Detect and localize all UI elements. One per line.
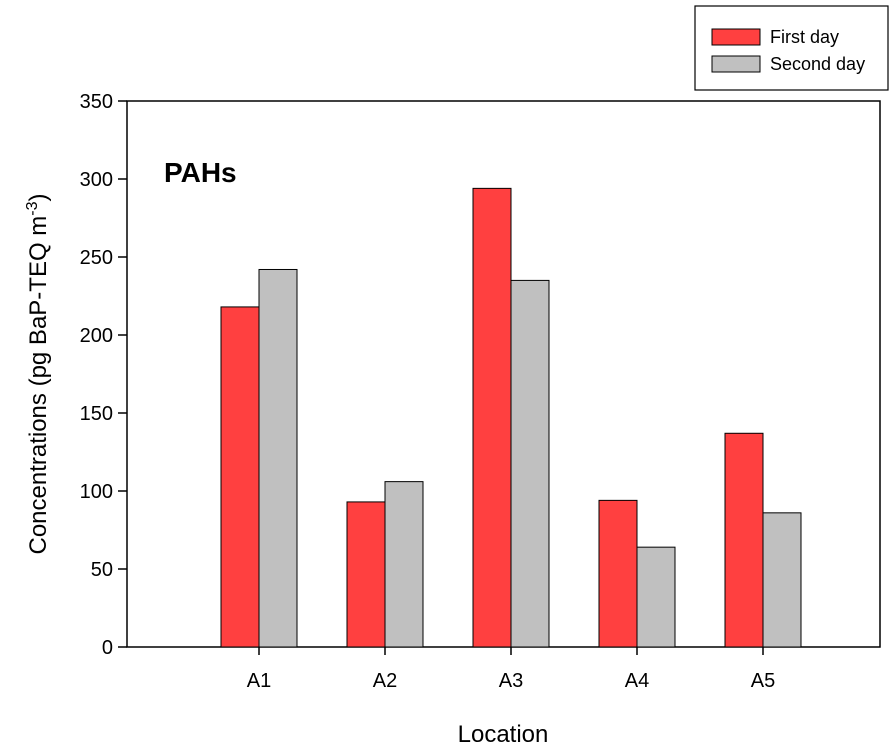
legend-swatch-first-day [711, 28, 761, 46]
x-tick-label: A2 [373, 670, 397, 692]
x-tick-label: A5 [751, 670, 775, 692]
y-tick-label: 0 [102, 637, 113, 659]
legend-frame [694, 5, 889, 91]
bar-a4-first-day [598, 499, 638, 648]
x-axis-title: Location [458, 721, 549, 748]
bar-series [220, 187, 802, 648]
bar-a4-second-day [636, 546, 676, 648]
y-axis-title-text: Concentrations (pg BaP-TEQ m [25, 216, 52, 555]
y-axis: 0 50 100 150 200 250 300 350 [80, 91, 127, 659]
x-tick-label: A3 [499, 670, 523, 692]
bar-a3-first-day [472, 187, 512, 648]
y-tick-label: 200 [80, 325, 113, 347]
legend-label-first-day: First day [770, 27, 839, 47]
bar-a2-second-day [384, 481, 424, 648]
bar-a1-first-day [220, 306, 260, 648]
bar-a3-second-day [510, 279, 550, 648]
y-axis-title-close: ) [25, 193, 52, 201]
bar-a1-second-day [258, 268, 298, 648]
y-tick-label: 150 [80, 403, 113, 425]
y-tick-label: 300 [80, 169, 113, 191]
legend: First day Second day [694, 5, 889, 91]
bar-a5-first-day [724, 432, 764, 648]
x-axis: A1 A2 A3 A4 A5 [247, 647, 775, 692]
x-tick-label: A1 [247, 670, 271, 692]
legend-label-second-day: Second day [770, 54, 865, 74]
y-tick-label: 100 [80, 481, 113, 503]
legend-swatch-second-day [711, 55, 761, 73]
y-axis-title: Concentrations (pg BaP-TEQ m-3) [24, 193, 52, 554]
y-axis-title-superscript: -3 [24, 201, 41, 215]
bar-a2-first-day [346, 501, 386, 648]
y-tick-label: 350 [80, 91, 113, 113]
y-tick-label: 250 [80, 247, 113, 269]
bar-a5-second-day [762, 512, 802, 648]
annotation-label: PAHs [164, 157, 237, 188]
y-tick-label: 50 [91, 559, 113, 581]
x-tick-label: A4 [625, 670, 649, 692]
